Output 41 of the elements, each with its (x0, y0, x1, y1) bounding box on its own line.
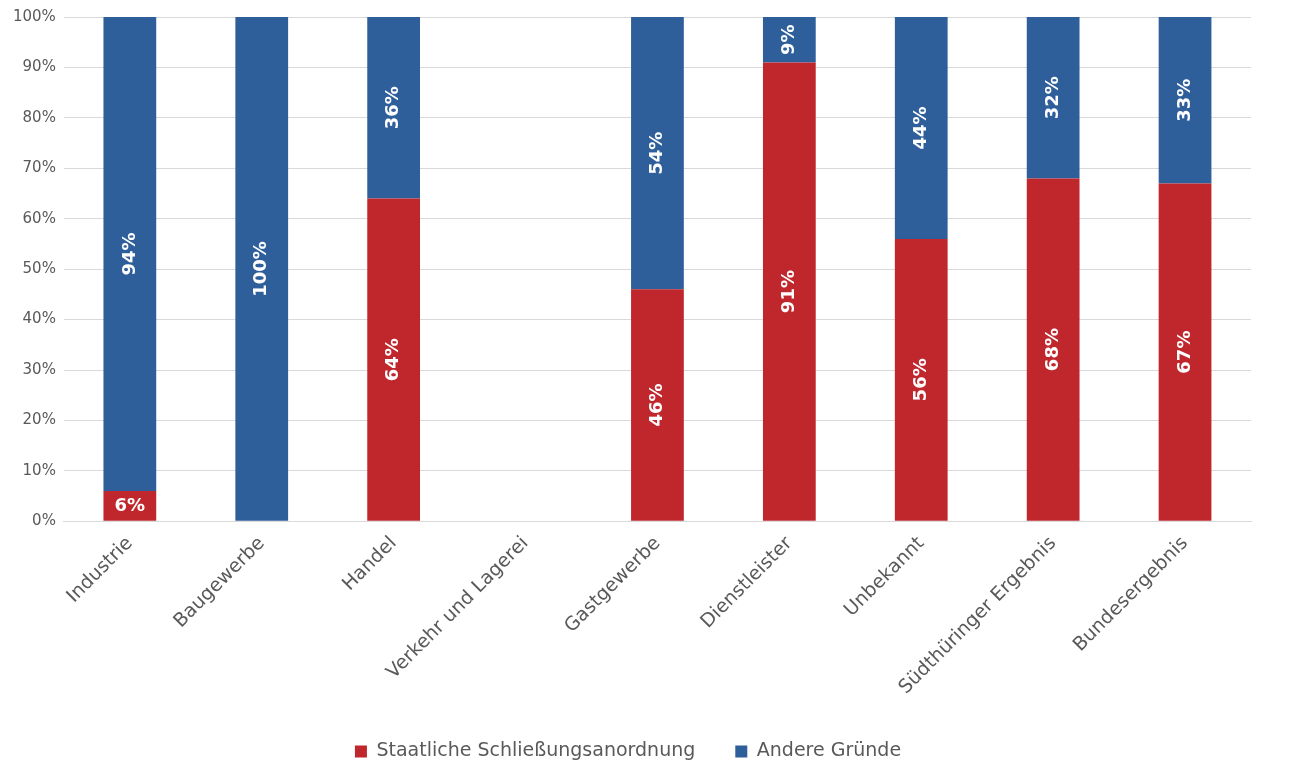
bar (367, 17, 421, 199)
data-label: 6% (114, 493, 146, 515)
bar (631, 289, 684, 521)
data-label: 9% (777, 24, 799, 55)
data-label: 54% (645, 131, 667, 175)
bar (1026, 178, 1080, 521)
data-label: 100% (249, 241, 271, 297)
legend-label: Andere Gründe (756, 738, 902, 761)
data-label: 46% (645, 383, 667, 427)
data-label: 91% (777, 270, 799, 314)
y-tick-label: 10% (22, 460, 56, 479)
data-label: 64% (381, 338, 403, 382)
data-label: 67% (1172, 330, 1194, 374)
data-label: 94% (117, 232, 139, 276)
bar (1158, 17, 1212, 184)
data-label: 32% (1040, 76, 1062, 120)
bar (1158, 183, 1212, 521)
bar (762, 62, 816, 521)
bar (235, 17, 289, 521)
y-tick-label: 40% (22, 309, 56, 328)
bar (631, 17, 684, 290)
y-tick-label: 0% (32, 511, 56, 530)
y-tick-label: 30% (22, 359, 56, 378)
bar (103, 17, 157, 492)
bar (1026, 17, 1080, 179)
legend-label: Staatliche Schließungsanordnung (376, 738, 696, 761)
data-label: 56% (908, 358, 930, 402)
data-label: 36% (381, 86, 403, 130)
y-tick-label: 20% (22, 410, 56, 429)
y-tick-label: 90% (22, 57, 56, 76)
bar (894, 238, 948, 521)
y-tick-label: 80% (22, 107, 56, 126)
bar (894, 17, 948, 239)
y-tick-label: 100% (12, 6, 56, 25)
data-label: 33% (1172, 78, 1194, 122)
y-tick-label: 60% (22, 208, 56, 227)
bar (367, 198, 421, 521)
data-label: 44% (908, 106, 930, 150)
y-tick-label: 70% (22, 158, 56, 177)
y-tick-label: 50% (22, 259, 56, 278)
data-label: 68% (1040, 328, 1062, 372)
